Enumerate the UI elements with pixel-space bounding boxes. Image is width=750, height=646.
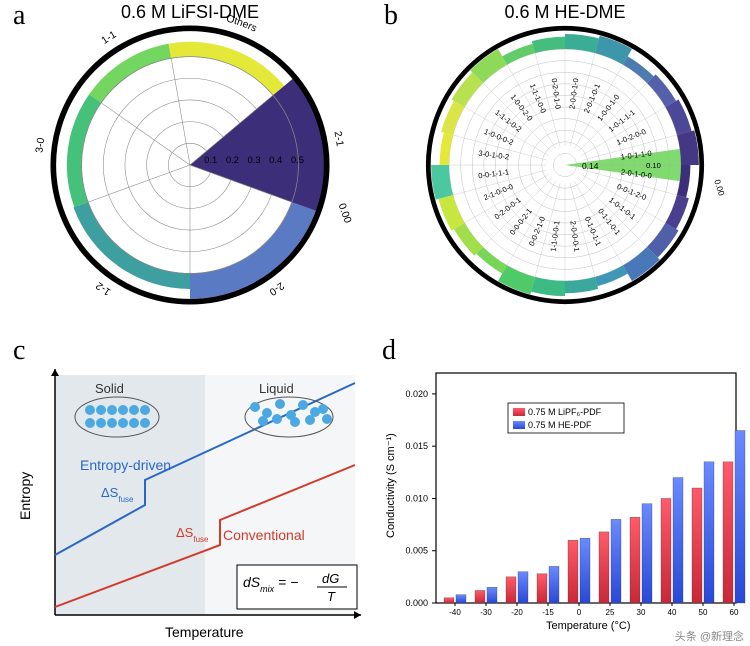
svg-text:Solid: Solid [95, 381, 124, 396]
svg-text:Temperature (°C): Temperature (°C) [546, 620, 630, 632]
svg-text:-15: -15 [542, 608, 554, 617]
panel-d-chart: 0.000 0.005 0.010 0.015 0.020 -40 -30 -20 -15 0 25… [378, 335, 748, 640]
svg-text:0.14: 0.14 [582, 161, 599, 171]
svg-text:0.020: 0.020 [405, 389, 428, 399]
svg-text:0-1-1-0-1: 0-1-1-0-1 [596, 207, 622, 237]
svg-text:0.005: 0.005 [405, 546, 428, 556]
svg-text:2-0-0-1-0: 2-0-0-1-0 [567, 78, 580, 110]
svg-text:1-0-1-1-1: 1-0-1-1-1 [607, 108, 637, 134]
svg-text:Liquid: Liquid [259, 381, 294, 396]
svg-text:0.015: 0.015 [405, 441, 428, 451]
svg-text:3-0-1-0-2: 3-0-1-0-2 [478, 149, 510, 162]
svg-text:60: 60 [730, 608, 739, 617]
svg-text:1-1-0-0-1: 1-1-0-0-1 [549, 220, 562, 252]
svg-text:3-0: 3-0 [34, 137, 47, 154]
svg-text:2-1: 2-1 [331, 130, 344, 147]
svg-text:40: 40 [668, 608, 677, 617]
svg-text:0.4: 0.4 [269, 154, 282, 165]
svg-text:1-1-1-0-2: 1-1-1-0-2 [493, 108, 523, 134]
panel-c-label: c [13, 335, 25, 367]
svg-text:0.2: 0.2 [226, 154, 239, 165]
svg-text:0: 0 [577, 608, 582, 617]
svg-text:0.010: 0.010 [405, 493, 428, 503]
panel-a-title: 0.6 M LiFSI-DME [5, 2, 375, 23]
svg-text:0.10: 0.10 [646, 161, 661, 170]
svg-text:25: 25 [606, 608, 615, 617]
panel-b-chart: 2-0-1-0-00-0-1-2-01-0-1-0-10-1-1-0-10-1-… [380, 0, 750, 330]
svg-text:Conventional: Conventional [223, 527, 305, 543]
svg-text:Temperature: Temperature [165, 624, 244, 640]
panel-b: b 0.6 M HE-DME 2-0-1-0-00-0-1-2-01-0-1-0… [380, 0, 750, 330]
svg-text:0-0-0-2-1: 0-0-0-2-1 [508, 207, 534, 237]
svg-text:Conductivity (S cm⁻¹): Conductivity (S cm⁻¹) [385, 433, 397, 538]
svg-text:Entropy: Entropy [17, 472, 33, 520]
panel-d-label: d [382, 335, 396, 367]
svg-text:-40: -40 [449, 608, 461, 617]
svg-text:0-0-1-1-1: 0-0-1-1-1 [478, 167, 510, 180]
svg-text:0.3: 0.3 [248, 154, 261, 165]
svg-text:0-2-0-1-0: 0-2-0-1-0 [550, 78, 563, 110]
svg-text:0.5: 0.5 [291, 154, 304, 165]
svg-text:0.00: 0.00 [712, 178, 727, 197]
panel-b-title: 0.6 M HE-DME [380, 2, 750, 23]
svg-text:-30: -30 [480, 608, 492, 617]
svg-text:50: 50 [699, 608, 708, 617]
svg-text:2-0: 2-0 [267, 279, 286, 297]
svg-text:30: 30 [637, 608, 646, 617]
svg-text:1-2: 1-2 [94, 279, 113, 297]
svg-text:2-0-0-0-1: 2-0-0-0-1 [568, 220, 581, 252]
svg-text:0.75 M LiPF₆-PDF: 0.75 M LiPF₆-PDF [528, 407, 602, 417]
svg-text:0.1: 0.1 [204, 154, 217, 165]
svg-text:-20: -20 [511, 608, 523, 617]
watermark: 头条 @新理念 [675, 628, 744, 644]
svg-text:0.00: 0.00 [336, 202, 353, 225]
svg-text:0.75 M HE-PDF: 0.75 M HE-PDF [528, 420, 592, 430]
panel-c: c Entropy-drivenConventionalΔSfuseΔSfuse… [5, 335, 370, 640]
panel-c-chart: Entropy-drivenConventionalΔSfuseΔSfuseSo… [5, 335, 370, 640]
svg-text:0.000: 0.000 [405, 598, 428, 608]
svg-text:dG: dG [322, 571, 339, 586]
panel-a-chart: 0.10.20.30.40.50.002-01-23-01-1Others2-1 [5, 0, 375, 330]
panel-a: a 0.6 M LiFSI-DME 0.10.20.30.40.50.002-0… [5, 0, 375, 330]
svg-text:T: T [327, 589, 336, 604]
svg-text:Entropy-driven: Entropy-driven [80, 457, 171, 473]
svg-text:1-1: 1-1 [100, 29, 119, 47]
panel-d: d 0.0000.0050.0100.0150.020-40-30-20-150… [378, 335, 748, 640]
